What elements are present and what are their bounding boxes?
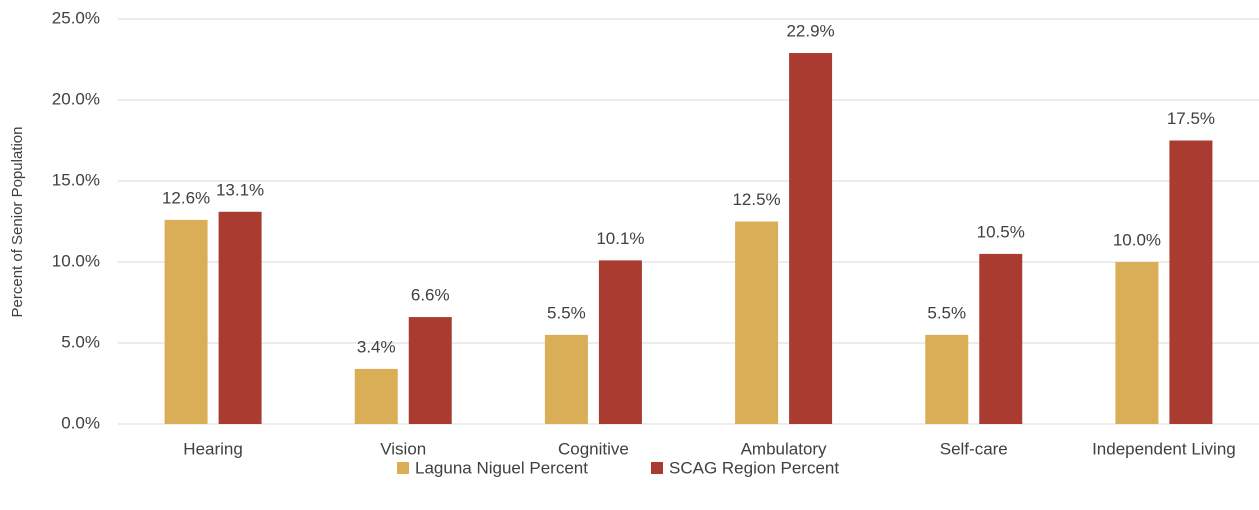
data-label: 10.0% bbox=[1113, 230, 1161, 249]
bar bbox=[408, 317, 452, 424]
y-tick-label: 10.0% bbox=[52, 251, 100, 270]
data-label: 13.1% bbox=[216, 180, 264, 199]
x-tick-label: Self-care bbox=[940, 439, 1008, 458]
bar bbox=[1115, 262, 1159, 424]
data-label: 10.5% bbox=[977, 222, 1025, 241]
legend-swatch bbox=[651, 462, 663, 474]
data-label: 12.6% bbox=[162, 188, 210, 207]
y-tick-label: 25.0% bbox=[52, 8, 100, 27]
data-label: 10.1% bbox=[596, 229, 644, 248]
y-tick-label: 5.0% bbox=[61, 332, 100, 351]
x-tick-label: Vision bbox=[380, 439, 426, 458]
bar bbox=[789, 53, 833, 425]
x-tick-label: Independent Living bbox=[1092, 439, 1236, 458]
bar bbox=[544, 334, 588, 424]
data-label: 5.5% bbox=[547, 303, 586, 322]
bar bbox=[218, 211, 262, 424]
bar bbox=[354, 368, 398, 424]
x-tick-label: Hearing bbox=[183, 439, 243, 458]
data-label: 22.9% bbox=[786, 22, 834, 41]
bar bbox=[979, 253, 1023, 424]
legend-swatch bbox=[397, 462, 409, 474]
x-tick-label: Ambulatory bbox=[741, 439, 827, 458]
bar bbox=[164, 219, 208, 424]
y-tick-label: 15.0% bbox=[52, 170, 100, 189]
bar bbox=[1169, 140, 1213, 424]
data-label: 3.4% bbox=[357, 337, 396, 356]
data-label: 17.5% bbox=[1167, 109, 1215, 128]
y-tick-label: 20.0% bbox=[52, 89, 100, 108]
legend-label: SCAG Region Percent bbox=[669, 458, 839, 477]
data-label: 5.5% bbox=[927, 303, 966, 322]
x-tick-label: Cognitive bbox=[558, 439, 629, 458]
bar bbox=[598, 260, 642, 424]
legend-label: Laguna Niguel Percent bbox=[415, 458, 588, 477]
bar bbox=[735, 221, 779, 424]
data-label: 12.5% bbox=[732, 190, 780, 209]
y-tick-label: 0.0% bbox=[61, 413, 100, 432]
data-label: 6.6% bbox=[411, 286, 450, 305]
y-axis-label: Percent of Senior Population bbox=[9, 127, 26, 318]
bar bbox=[925, 334, 969, 424]
